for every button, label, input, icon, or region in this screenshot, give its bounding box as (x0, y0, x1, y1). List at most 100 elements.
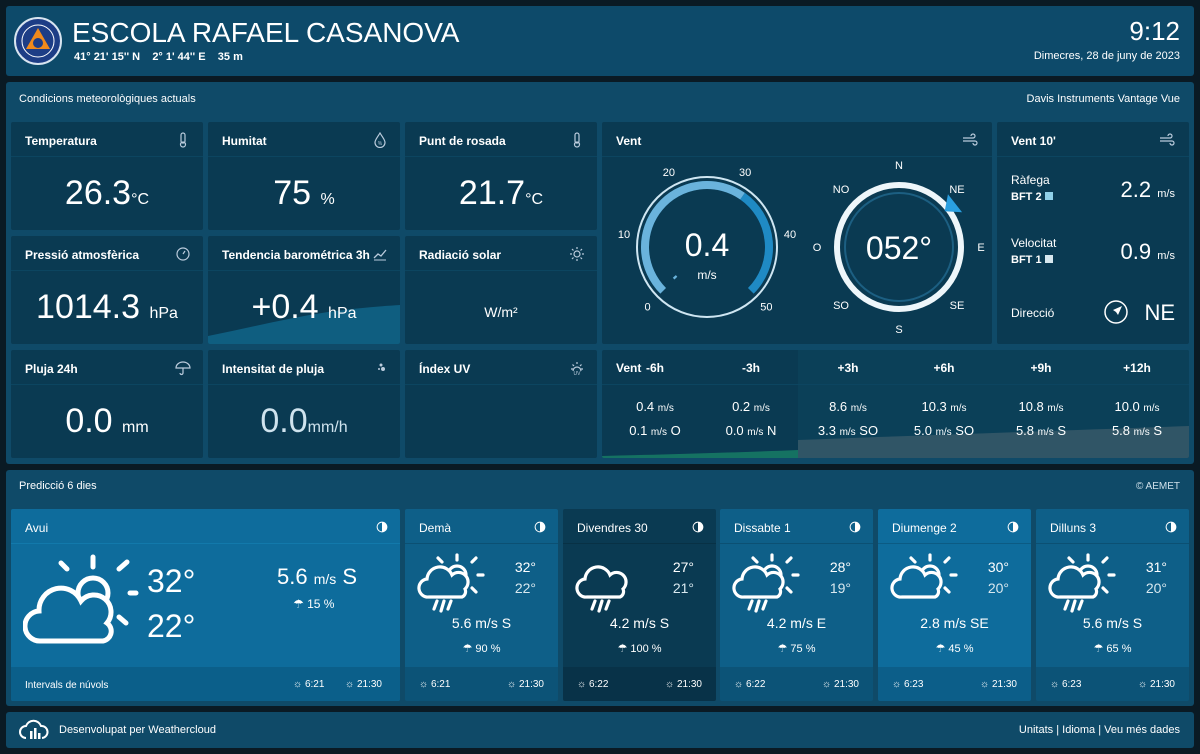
forecast-sunset: ☼ 21:30 (507, 679, 544, 690)
wind-forecast-gust: 5.8 m/s S (1015, 423, 1067, 438)
speed-color-square (1044, 255, 1053, 263)
umbrella-icon: ☂ (617, 643, 628, 655)
forecast-sunset: ☼ 21:30 (822, 679, 859, 690)
today-rain: ☂ 15 % (293, 597, 335, 611)
sunset-icon: ☼ (822, 679, 832, 690)
card-divider (602, 384, 1189, 385)
rain-value: 0.0 mm (65, 402, 149, 440)
wind-forecast-gust: 3.3 m/s SO (817, 423, 879, 438)
pressure-trend-card: Tendencia barométrica 3h +0.4 hPa (208, 236, 400, 344)
svg-text:%: % (378, 141, 383, 147)
section-title-current: Condicions meteorològiques actuals (19, 93, 196, 105)
trend-area-graphic (208, 305, 400, 344)
speed-gauge-max-arc (740, 192, 773, 294)
raindrops-icon (378, 363, 385, 371)
card-divider (997, 156, 1189, 157)
gust-color-square (1044, 192, 1053, 200)
umbrella-icon: ☂ (777, 643, 788, 655)
units-link[interactable]: Unitats (1018, 724, 1054, 736)
trend-chart-icon (373, 249, 387, 261)
gust-label: Ràfega (1011, 173, 1050, 187)
forecast-rain: ☂ 75 % (777, 643, 816, 655)
wind-forecast-hour: +12h (1123, 361, 1151, 375)
speed-tick-label: 40 (784, 229, 796, 241)
dewpoint-card: Punt de rosada 21.7°C (405, 122, 597, 230)
forecast-rain: ☂ 65 % (1093, 643, 1132, 655)
forecast-sunrise: ☼ 6:22 (734, 679, 766, 690)
humidity-label: Humitat (222, 134, 267, 148)
card-divider (563, 543, 716, 544)
trend-value: +0.4 hPa (251, 288, 357, 326)
forecast-sunrise: ☼ 6:22 (577, 679, 609, 690)
forecast-max-temp: 27° (672, 559, 694, 575)
forecast-min-temp: 19° (829, 580, 851, 596)
wind-forecast-hour: +9h (1030, 361, 1052, 375)
sunrise-icon: ☼ (419, 679, 429, 690)
wind-forecast-gust: 0.0 m/s N (725, 423, 777, 438)
forecast-day-label: Dilluns 3 (1050, 521, 1097, 535)
forecast-wind: 5.6 m/s S (1082, 615, 1143, 631)
forecast-max-temp: 30° (987, 559, 1009, 575)
uv-label: Índex UV (419, 362, 471, 376)
card-divider (208, 270, 400, 271)
longitude: 2° 1' 44'' E (152, 51, 206, 63)
forecast-day-card: Diumenge 2 30° 20° 2.8 m/s SE ☂ 45 % ☼ 6… (878, 509, 1031, 701)
sun-icon (570, 247, 584, 261)
powered-by[interactable]: Desenvolupat per Weathercloud (59, 724, 216, 736)
forecast-card-footer (1036, 667, 1189, 701)
forecast-day-label: Dissabte 1 (734, 521, 791, 535)
umbrella-icon: ☂ (935, 643, 946, 655)
forecast-max-temp: 32° (514, 559, 536, 575)
sunrise-icon: ☼ (293, 679, 303, 690)
wind-forecast-speed: 0.2 m/s (732, 399, 770, 414)
today-min-temp: 22° (147, 608, 196, 644)
humidity-drop-icon: % (374, 132, 386, 148)
rain-24h-card: Pluja 24h 0.0 mm (11, 350, 203, 458)
moon-phase-icon (1007, 521, 1019, 533)
forecast-min-temp: 20° (1145, 580, 1167, 596)
umbrella-icon: ☂ (1093, 643, 1104, 655)
cloud-sun-icon (23, 554, 139, 644)
forecast-day-card: Divendres 30 27° 21° 4.2 m/s S ☂ 100 % ☼… (563, 509, 716, 701)
wind-forecast-speed: 10.3 m/s (921, 399, 967, 414)
moon-phase-icon (534, 521, 546, 533)
device-name: Davis Instruments Vantage Vue (1026, 93, 1180, 105)
forecast-sunrise: ☼ 6:23 (1050, 679, 1082, 690)
humidity-value: 75 % (273, 174, 335, 212)
speed-bft: BFT 1 (1011, 254, 1053, 266)
thermometer-icon (573, 132, 581, 148)
forecast-max-temp: 31° (1145, 559, 1167, 575)
card-divider (11, 384, 203, 385)
barometer-icon (176, 247, 190, 261)
pressure-value: 1014.3 hPa (36, 288, 178, 326)
sunset-icon: ☼ (345, 679, 355, 690)
speed-tick-label: 30 (739, 167, 751, 179)
forecast-day-card: Demà 32° 22° 5.6 m/s S ☂ 90 % ☼ 6:21 ☼ 2… (405, 509, 558, 701)
language-link[interactable]: Idioma (1062, 724, 1096, 736)
forecast-card-footer (405, 667, 558, 701)
direction-value: NE (1144, 300, 1175, 325)
more-data-link[interactable]: Veu més dades (1104, 724, 1180, 736)
forecast-day-label: Avui (25, 521, 49, 535)
forecast-card-footer (720, 667, 873, 701)
wind-forecast-hour: -6h (646, 361, 664, 375)
thermometer-icon (179, 132, 187, 148)
card-divider (208, 384, 400, 385)
wind-forecast-table: Vent -6h 0.4 m/s 0.1 m/s O -3h 0.2 m/s 0.0 m/s… (602, 350, 1189, 458)
forecast-day-label: Divendres 30 (577, 521, 648, 535)
forecast-day-label: Demà (419, 521, 452, 535)
moon-phase-icon (692, 521, 704, 533)
forecast-wind: 4.2 m/s S (609, 615, 670, 631)
forecast-sunset: ☼ 21:30 (980, 679, 1017, 690)
forecast-day-card: Dissabte 1 28° 19° 4.2 m/s E ☂ 75 % ☼ 6:… (720, 509, 873, 701)
compass-label: SE (950, 300, 965, 312)
dewpoint-value: 21.7°C (458, 174, 544, 212)
cloud-sun-icon (890, 553, 958, 599)
svg-text:UV: UV (574, 371, 582, 376)
speed-tick-label: 20 (663, 167, 675, 179)
wind-forecast-hour: +6h (933, 361, 955, 375)
header-bar: ESCOLA RAFAEL CASANOVA 41° 21' 15'' N 2°… (6, 6, 1194, 76)
footer-bar: Desenvolupat per Weathercloud Unitats | … (6, 712, 1194, 748)
forecast-max-temp: 28° (829, 559, 851, 575)
rain-sun-icon (1048, 553, 1116, 613)
